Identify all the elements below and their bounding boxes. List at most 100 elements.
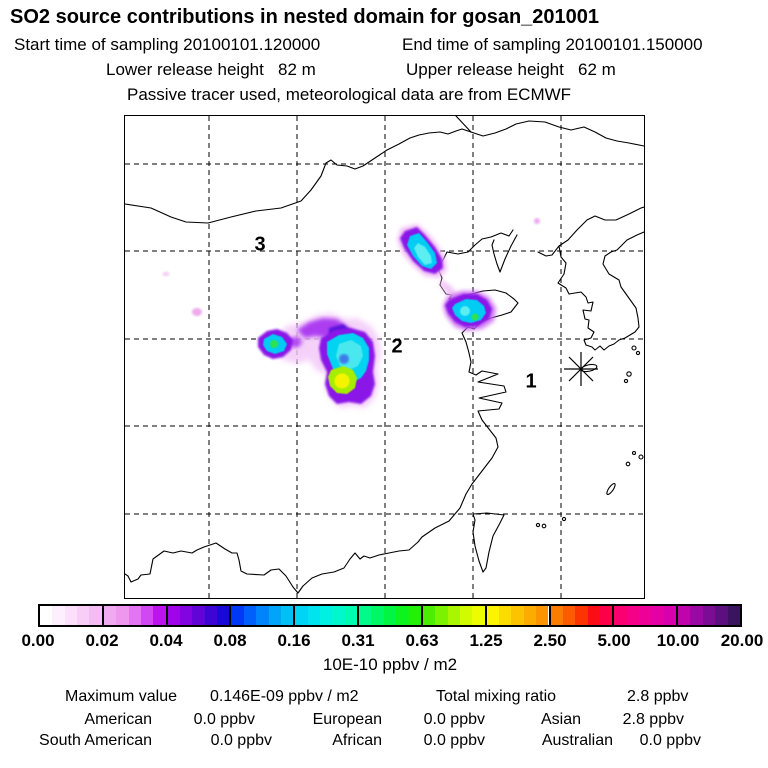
colorbar-cell xyxy=(383,606,397,625)
china-east-coastline xyxy=(125,229,519,594)
south-american-value: 0.0 ppbv xyxy=(210,732,272,749)
stats-row-continents-2: South American 0.0 ppbv African 0.0 ppbv… xyxy=(0,732,768,752)
plume-central-china xyxy=(258,313,381,408)
australian-value: 0.0 ppbv xyxy=(639,732,701,749)
colorbar-cell xyxy=(472,606,485,625)
region-label-3: 3 xyxy=(254,233,266,256)
colorbar-segment xyxy=(550,606,615,625)
small-islands xyxy=(535,345,644,529)
colorbar-tick-labels: 0.00 0.02 0.04 0.08 0.16 0.31 0.63 1.25 2.50 5.00… xyxy=(21,631,763,651)
colorbar-segment xyxy=(614,606,679,625)
start-time-text: Start time of sampling 20100101.120000 xyxy=(14,35,321,54)
colorbar-cell xyxy=(550,606,563,625)
colorbar-cell xyxy=(268,606,281,625)
colorbar-tick-label: 10.00 xyxy=(656,631,700,650)
colorbar-segment xyxy=(40,606,104,625)
colorbar-cell xyxy=(153,606,166,625)
colorbar-cell xyxy=(626,606,640,625)
colorbar-tick-label: 2.50 xyxy=(533,631,567,650)
colorbar-cell xyxy=(307,606,320,625)
colorbar-tick-label: 0.00 xyxy=(21,631,55,650)
colorbar-segment xyxy=(359,606,423,625)
american-value: 0.0 ppbv xyxy=(193,711,255,728)
colorbar-cell xyxy=(408,606,421,625)
colorbar-cell xyxy=(256,606,269,625)
plume-shandong xyxy=(440,279,496,331)
colorbar-tick-label: 0.02 xyxy=(85,631,119,650)
receptor-star-icon xyxy=(564,352,598,386)
maximum-value-label: Maximum value xyxy=(65,688,178,705)
south-american-label: South American xyxy=(39,732,152,749)
lower-release-text: Lower release height 82 m xyxy=(106,60,316,79)
colorbar xyxy=(38,604,742,627)
liaodong-peninsula xyxy=(491,234,518,273)
colorbar-cell xyxy=(64,606,78,625)
asian-value: 2.8 ppbv xyxy=(622,711,684,728)
colorbar-cell xyxy=(295,606,308,625)
colorbar-cell xyxy=(344,606,358,625)
colorbar-cell xyxy=(422,606,436,625)
colorbar-tick-label: 0.63 xyxy=(405,631,439,650)
colorbar-cell xyxy=(243,606,257,625)
colorbar-cell xyxy=(128,606,141,625)
colorbar-cell xyxy=(523,606,537,625)
colorbar-cell xyxy=(727,606,740,625)
colorbar-tick-label: 20.00 xyxy=(720,631,764,650)
tracer-note-text: Passive tracer used, meteorological data… xyxy=(127,85,572,104)
colorbar-cell xyxy=(435,606,448,625)
plume-northeast-china xyxy=(397,224,447,278)
upper-release-text: Upper release height 62 m xyxy=(406,60,616,79)
colorbar-cell xyxy=(179,606,193,625)
colorbar-segment xyxy=(422,606,487,625)
colorbar-segment xyxy=(486,606,551,625)
colorbar-cell xyxy=(587,606,600,625)
colorbar-cell xyxy=(116,606,129,625)
colorbar-cell xyxy=(396,606,409,625)
colorbar-tick-label: 0.04 xyxy=(149,631,183,650)
total-mixing-ratio-label: Total mixing ratio xyxy=(436,688,557,705)
colorbar-segment xyxy=(231,606,296,625)
colorbar-cell xyxy=(702,606,716,625)
african-value: 0.0 ppbv xyxy=(423,732,485,749)
faint-speck-far-west xyxy=(162,271,170,277)
colorbar-cell xyxy=(663,606,677,625)
region-label-2: 2 xyxy=(391,335,403,358)
colorbar-cell xyxy=(536,606,549,625)
colorbar-tick-label: 0.16 xyxy=(277,631,311,650)
korea-coastline xyxy=(557,231,644,351)
colorbar-cell xyxy=(371,606,384,625)
colorbar-cell xyxy=(639,606,652,625)
european-value: 0.0 ppbv xyxy=(423,711,485,728)
colorbar-cell xyxy=(52,606,65,625)
amur-border xyxy=(470,120,644,147)
faint-speck-north xyxy=(534,218,540,224)
australian-label: Australian xyxy=(541,732,613,749)
north-border-coast xyxy=(125,128,472,224)
colorbar-cell xyxy=(486,606,500,625)
colorbar-cell xyxy=(599,606,613,625)
colorbar-tick-label: 0.31 xyxy=(341,631,375,650)
colorbar-segment xyxy=(167,606,232,625)
colorbar-cell xyxy=(614,606,627,625)
colorbar-cell xyxy=(447,606,460,625)
colorbar-cell xyxy=(715,606,728,625)
plume-layer xyxy=(162,218,540,408)
taiwan-island xyxy=(472,512,505,573)
region-label-1: 1 xyxy=(525,370,537,393)
end-time-text: End time of sampling 20100101.150000 xyxy=(402,35,703,54)
colorbar-cell xyxy=(459,606,473,625)
colorbar-cell xyxy=(332,606,345,625)
faint-speck-west xyxy=(192,308,202,316)
asian-label: Asian xyxy=(540,711,581,728)
colorbar-cell xyxy=(280,606,294,625)
colorbar-segment xyxy=(295,606,360,625)
colorbar-cell xyxy=(359,606,372,625)
colorbar-segment xyxy=(678,606,740,625)
map-canvas xyxy=(125,116,644,598)
colorbar-cell xyxy=(690,606,703,625)
colorbar-cell xyxy=(678,606,691,625)
total-mixing-ratio-value: 2.8 ppbv xyxy=(627,688,689,705)
colorbar-cell xyxy=(103,606,117,625)
colorbar-cell xyxy=(499,606,512,625)
